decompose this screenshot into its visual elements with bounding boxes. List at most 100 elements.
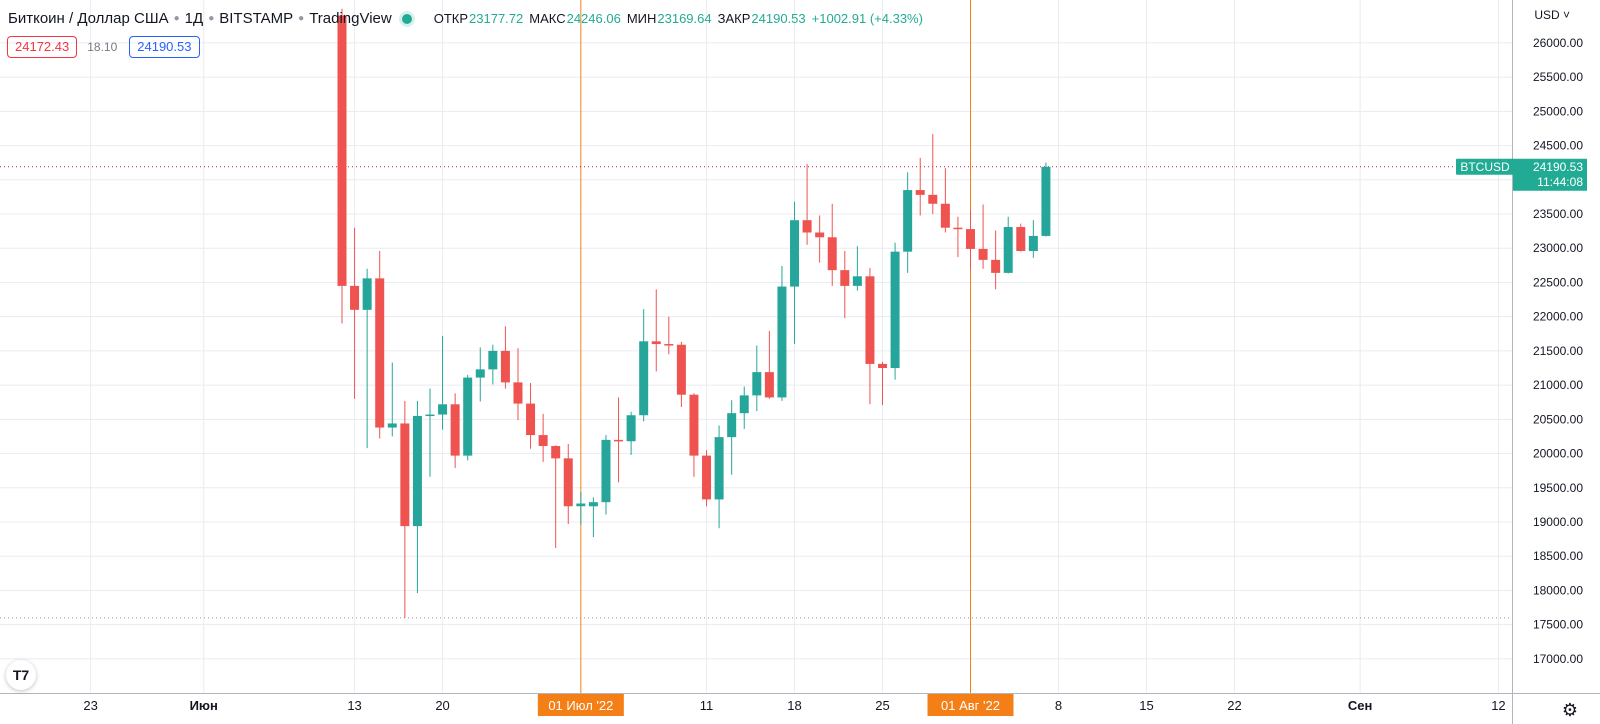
currency-selector[interactable]: USD ˅ — [1534, 8, 1570, 22]
candle-body — [337, 15, 347, 286]
close-value: 24190.53 — [751, 11, 806, 26]
currency-label: USD — [1534, 8, 1560, 22]
candle — [928, 133, 938, 215]
candle-body — [425, 414, 435, 417]
candle-body — [639, 341, 649, 416]
candle-body — [928, 194, 938, 204]
interval-label[interactable]: 1Д — [184, 10, 204, 27]
candle — [588, 497, 598, 538]
candle-body — [526, 403, 536, 436]
time-tick-label: 15 — [1139, 698, 1153, 713]
candle — [940, 168, 950, 233]
candle-body — [953, 227, 963, 230]
candle-body — [790, 220, 800, 287]
candle — [450, 393, 460, 468]
candle-body — [664, 344, 674, 346]
candle — [702, 450, 712, 507]
candle-body — [614, 439, 624, 442]
candle — [764, 331, 774, 399]
time-tick-label: 23 — [83, 698, 97, 713]
candle — [903, 172, 913, 273]
gear-icon[interactable]: ⚙ — [1561, 700, 1578, 720]
price-lines — [0, 166, 1512, 619]
price-tick-label: 25000.00 — [1533, 104, 1583, 118]
open-value: 23177.72 — [469, 11, 524, 26]
candle-body — [940, 203, 950, 228]
candle — [601, 435, 611, 515]
symbol-title[interactable]: Биткоин / Доллар США — [8, 10, 169, 27]
time-axis: 23 Июн 13 20 01 Июл '22 11 18 25 01 Авг '22 8 15 22… — [83, 694, 1506, 716]
price-tick-label: 22000.00 — [1533, 310, 1583, 324]
month-markers — [580, 0, 971, 693]
candle-body — [764, 372, 774, 398]
price-tick-label: 21000.00 — [1533, 378, 1583, 392]
sell-button[interactable]: 24172.43 — [7, 36, 78, 58]
candle-body — [563, 458, 573, 507]
candle — [375, 250, 385, 439]
low-value: 23169.64 — [657, 11, 712, 26]
price-tick-label: 17500.00 — [1533, 618, 1583, 632]
price-tick-label: 21500.00 — [1533, 344, 1583, 358]
time-tick-label: 25 — [875, 698, 889, 713]
high-label: МАКС — [529, 11, 566, 26]
last-price-label: 24190.53 — [1533, 160, 1583, 174]
candle — [878, 361, 888, 405]
provider-label: TradingView — [309, 10, 392, 27]
candle — [651, 289, 661, 372]
candle — [438, 335, 448, 430]
candle — [802, 164, 812, 245]
candle-body — [878, 363, 888, 369]
candle-body — [576, 503, 586, 507]
candle — [551, 445, 561, 549]
candle-body — [438, 404, 448, 415]
tradingview-logo-icon[interactable]: T7 — [6, 660, 36, 690]
candle — [626, 411, 636, 455]
price-tick-label: 26000.00 — [1533, 36, 1583, 50]
candle-body — [903, 190, 913, 252]
trade-buttons: 24172.43 18.10 24190.53 — [7, 36, 200, 58]
buy-button[interactable]: 24190.53 — [129, 36, 200, 58]
candle — [966, 210, 975, 269]
candle — [614, 397, 624, 483]
candle-body — [362, 278, 372, 310]
candle-body — [387, 423, 397, 428]
candle — [953, 216, 963, 258]
time-marker-box — [927, 694, 1014, 716]
candle-body — [350, 285, 360, 310]
candle-body — [412, 415, 422, 527]
candle — [488, 344, 498, 385]
time-tick-label: 01 Июл '22 — [548, 698, 613, 713]
exchange-label: BITSTAMP — [219, 10, 294, 27]
price-tick-label: 19500.00 — [1533, 481, 1583, 495]
price-tick-label: 25500.00 — [1533, 70, 1583, 84]
candle — [777, 266, 787, 401]
candle — [827, 203, 837, 286]
market-status-icon[interactable] — [401, 13, 412, 24]
time-marker-box — [537, 694, 624, 716]
candle-body — [626, 415, 636, 442]
time-tick-label: 13 — [347, 698, 361, 713]
candle — [1028, 220, 1038, 258]
chevron-down-icon: ˅ — [1559, 8, 1570, 22]
candle — [1003, 216, 1013, 274]
time-tick-label: 11 — [700, 698, 714, 713]
candle-body — [500, 350, 510, 383]
candle — [387, 362, 397, 437]
candle-body — [1041, 166, 1051, 236]
candle-body — [651, 341, 661, 345]
high-value: 24246.06 — [566, 11, 621, 26]
close-label: ЗАКР — [717, 11, 751, 26]
candle-body — [978, 248, 988, 260]
candle-body — [727, 413, 737, 438]
symbol-legend: Биткоин / Доллар США ● 1Д ● BITSTAMP ● T… — [8, 10, 923, 27]
price-tick-label: 17000.00 — [1533, 652, 1583, 666]
candle-body — [840, 270, 850, 286]
separator-dot: ● — [173, 13, 180, 24]
candle-body — [400, 423, 410, 527]
open-label: ОТКР — [433, 11, 469, 26]
time-tick-label: 18 — [787, 698, 801, 713]
symbol-tag-label: BTCUSD — [1460, 160, 1510, 174]
candle — [790, 201, 800, 345]
candle — [538, 413, 548, 462]
